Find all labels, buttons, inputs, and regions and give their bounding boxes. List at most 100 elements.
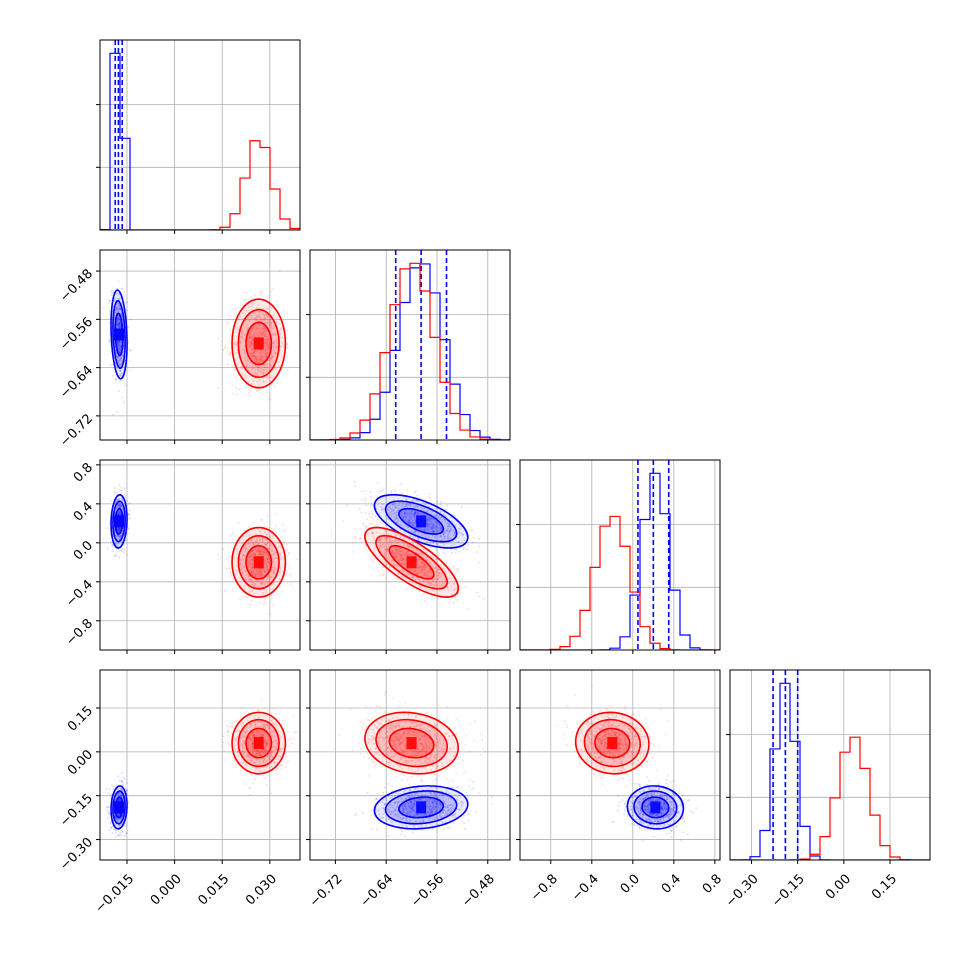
scatter-point [256,389,259,392]
scatter-point [418,527,421,530]
scatter-point [274,367,277,370]
scatter-point [360,534,363,537]
scatter-point [382,574,384,577]
scatter-point [453,529,456,532]
scatter-point [381,543,384,546]
scatter-point [392,513,395,516]
scatter-point [259,550,262,553]
scatter-point [264,357,267,360]
scatter-point [387,557,390,560]
scatter-point [426,566,429,569]
scatter-point [118,351,121,354]
scatter-point [263,327,266,330]
scatter-point [259,570,262,573]
scatter-point [118,527,121,530]
scatter-point [263,552,266,554]
scatter-point [253,364,256,367]
scatter-point [427,523,429,526]
scatter-point [414,512,417,515]
scatter-point [229,571,232,574]
scatter-point [268,555,270,558]
scatter-point [265,590,268,593]
scatter-point [120,550,123,553]
scatter-point [253,351,256,353]
panel-frame [99,249,301,441]
scatter-point [115,306,118,309]
scatter-point [249,555,252,558]
scatter-point [271,288,274,290]
scatter-point [392,503,394,506]
scatter-point [261,582,264,585]
scatter-point [384,515,387,518]
scatter-point [118,298,120,301]
scatter-point [410,510,413,513]
scatter-point [430,513,433,516]
scatter-point [114,491,117,494]
scatter-point [396,518,398,521]
scatter-point [248,535,251,538]
scatter-point [364,544,367,547]
scatter-point [116,343,119,346]
scatter-point [415,499,418,502]
scatter-point [426,517,429,520]
scatter-point [262,573,264,576]
scatter-point [256,366,259,369]
scatter-point [241,367,244,370]
scatter-point [283,541,286,544]
scatter-point [254,541,257,544]
scatter-point [398,547,401,550]
scatter-point [116,529,119,532]
scatter-point [118,504,120,507]
scatter-point [116,342,119,345]
scatter-point [242,554,245,557]
scatter-point [428,516,431,519]
scatter-point [389,540,392,543]
scatter-point [240,336,243,339]
scatter-point [453,589,456,592]
scatter-point [253,572,256,575]
scatter-point [434,581,437,584]
scatter-point [247,526,250,529]
scatter-point [251,343,254,346]
scatter-point [425,517,428,520]
scatter-point [394,521,397,523]
scatter-point [113,490,116,493]
scatter-point [117,528,120,531]
scatter-point [393,512,396,515]
scatter-point [119,324,122,327]
scatter-point [256,540,259,543]
scatter-point [395,514,398,516]
scatter-point [116,534,119,537]
scatter-point [393,555,396,558]
scatter-point [427,518,429,521]
scatter-point [119,348,122,351]
scatter-point [261,319,264,322]
scatter-point [253,377,256,380]
scatter-point [244,333,247,336]
scatter-point [374,545,377,548]
scatter-point [423,529,426,532]
scatter-point [272,334,275,336]
scatter-point [262,568,265,571]
scatter-point [268,347,271,350]
scatter-point [240,366,243,369]
scatter-point [118,351,121,354]
scatter-point [405,513,407,516]
scatter-point [219,589,222,592]
scatter-point [241,542,244,545]
scatter-point [388,555,390,558]
scatter-point [270,327,273,330]
scatter-point [423,564,426,567]
scatter-point [251,590,254,592]
scatter-point [407,504,410,507]
scatter-point [257,547,260,550]
scatter-point [465,548,468,551]
scatter-point [121,355,124,358]
scatter-point [259,327,262,330]
scatter-point [424,533,427,536]
scatter-point [110,294,113,297]
density-peak [114,328,125,341]
scatter-point [267,296,270,299]
scatter-point [256,307,259,310]
scatter-point [224,347,227,349]
